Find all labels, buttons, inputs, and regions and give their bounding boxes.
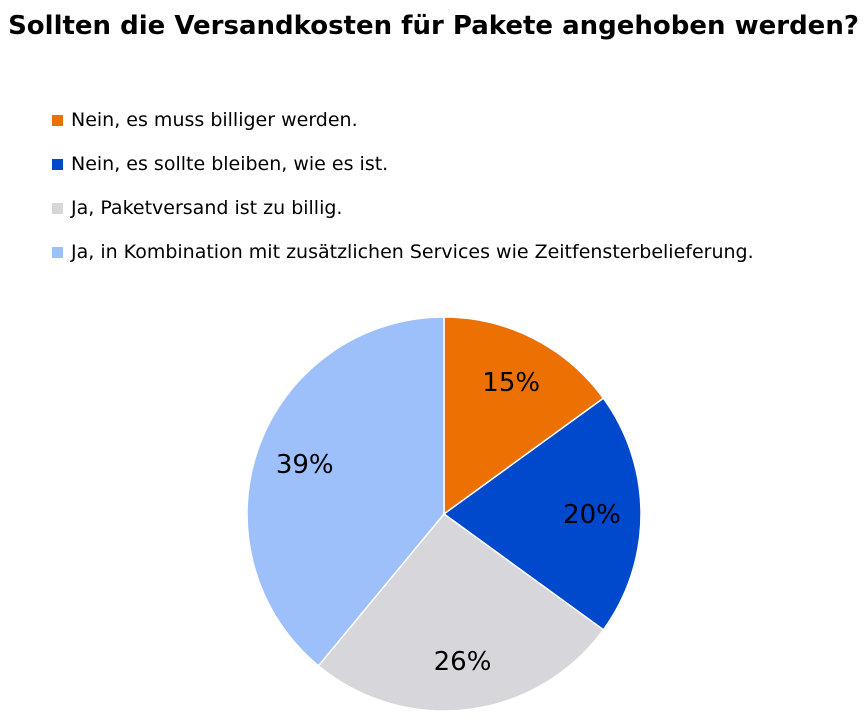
pie-slice-nein-bleiben: [442, 397, 642, 631]
data-label: 39%: [276, 450, 334, 480]
pie-slice-nein-billiger: [443, 316, 605, 516]
data-label: 15%: [482, 368, 540, 398]
pie-slice-ja-zu-billig: [317, 512, 605, 712]
legend-item-nein-bleiben: Nein, es sollte bleiben, wie es ist.: [52, 142, 754, 186]
legend-label: Ja, in Kombination mit zusätzlichen Serv…: [71, 241, 754, 263]
legend: Nein, es muss billiger werden. Nein, es …: [52, 98, 754, 274]
data-label: 26%: [434, 647, 492, 677]
legend-label: Ja, Paketversand ist zu billig.: [71, 197, 343, 219]
pie-slice-ja-kombination: [246, 316, 445, 667]
legend-label: Nein, es sollte bleiben, wie es ist.: [71, 153, 389, 175]
legend-item-ja-kombination: Ja, in Kombination mit zusätzlichen Serv…: [52, 230, 754, 274]
legend-item-ja-zu-billig: Ja, Paketversand ist zu billig.: [52, 186, 754, 230]
legend-swatch: [52, 246, 63, 258]
legend-swatch: [52, 158, 63, 170]
legend-swatch: [52, 202, 63, 214]
legend-item-nein-billiger: Nein, es muss billiger werden.: [52, 98, 754, 142]
chart-title: Sollten die Versandkosten für Pakete ang…: [8, 11, 859, 41]
legend-swatch: [52, 114, 63, 126]
legend-label: Nein, es muss billiger werden.: [71, 109, 358, 131]
data-label: 20%: [563, 500, 621, 530]
